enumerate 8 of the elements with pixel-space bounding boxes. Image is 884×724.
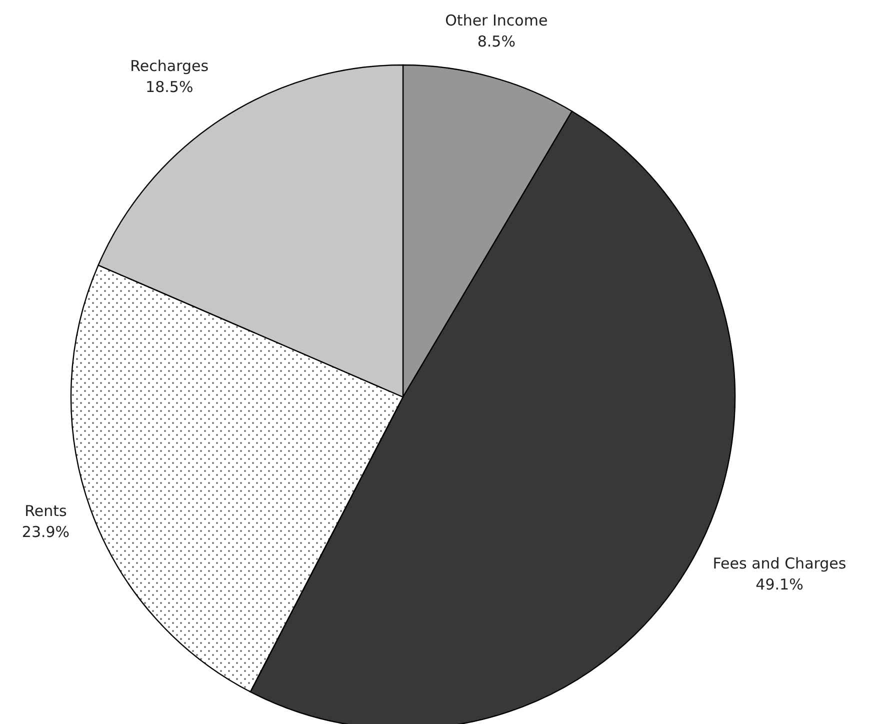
slice-label: Other Income: [445, 12, 548, 30]
data-label: 49.1%: [756, 576, 804, 594]
slice-label: Rents: [24, 502, 67, 520]
data-label: 23.9%: [22, 522, 70, 541]
data-label: 8.5%: [477, 32, 516, 51]
data-label: 18.5%: [146, 78, 194, 96]
slice-label: Fees and Charges: [712, 554, 846, 573]
slice-label: Recharges: [130, 57, 209, 76]
